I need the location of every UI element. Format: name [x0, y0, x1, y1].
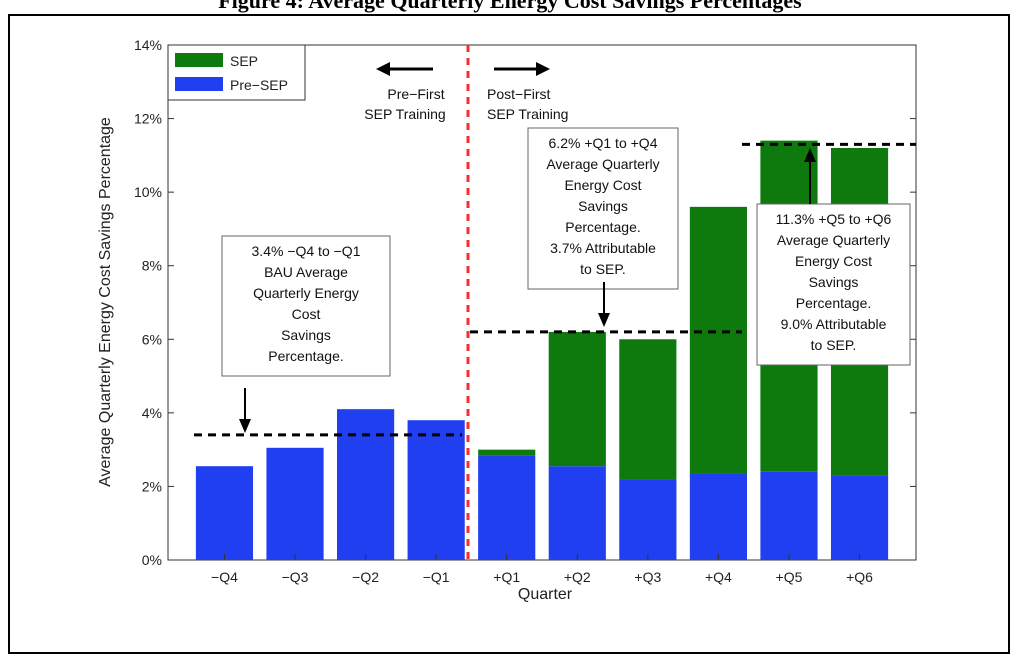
- post-q5-q6-annotation: 11.3% +Q5 to +Q6 Average Quarterly Energy …: [756, 148, 911, 366]
- annotation-text: Average Quarterly: [777, 232, 890, 248]
- bar-pre-sep: [337, 409, 395, 560]
- bar-pre-sep: [830, 475, 889, 560]
- annotation-text: 3.4% −Q4 to −Q1: [252, 243, 361, 259]
- bar-pre-sep: [407, 420, 465, 560]
- pre-training-arrow: [376, 62, 433, 76]
- annotation-text: 9.0% Attributable: [781, 316, 887, 332]
- x-tick-label: −Q4: [211, 569, 238, 585]
- y-tick-label: 0%: [142, 552, 162, 568]
- annotation-text: Savings: [578, 198, 628, 214]
- annotation-text: Energy Cost: [564, 177, 641, 193]
- bar-pre-sep: [689, 473, 747, 560]
- annotation-text: Percentage.: [565, 219, 641, 235]
- y-tick-label: 14%: [134, 37, 162, 53]
- y-tick-label: 6%: [142, 331, 162, 347]
- annotation-box: [221, 235, 391, 377]
- y-axis-label: Average Quarterly Energy Cost Savings Pe…: [97, 117, 114, 487]
- x-tick-label: −Q1: [423, 569, 450, 585]
- annotation-box: [756, 203, 911, 366]
- annotation-text: to SEP.: [580, 261, 626, 277]
- annotation-arrowhead: [598, 313, 610, 327]
- x-tick-label: −Q3: [282, 569, 309, 585]
- legend-swatch-sep: [175, 53, 223, 67]
- post-training-label-line-2: SEP Training: [487, 106, 568, 122]
- bar-pre-sep: [760, 471, 818, 560]
- x-tick-label: +Q2: [564, 569, 591, 585]
- bar-pre-sep: [478, 455, 536, 560]
- x-tick-label: +Q1: [493, 569, 520, 585]
- legend-label-sep: SEP: [230, 53, 258, 69]
- bau-average-annotation: 3.4% −Q4 to −Q1 BAU Average Quarterly Ener…: [221, 235, 391, 433]
- bar-sep: [689, 206, 747, 474]
- annotation-text: Percentage.: [268, 348, 344, 364]
- annotation-text: Average Quarterly: [546, 156, 659, 172]
- y-tick-label: 4%: [142, 405, 162, 421]
- post-q1-q4-annotation: 6.2% +Q1 to +Q4 Average Quarterly Energy C…: [527, 127, 679, 327]
- bar-pre-sep: [266, 447, 324, 560]
- annotation-text: Savings: [809, 274, 859, 290]
- y-tick-label: 12%: [134, 111, 162, 127]
- annotation-text: Energy Cost: [795, 253, 872, 269]
- x-tick-label: +Q5: [776, 569, 803, 585]
- x-tick-label: +Q6: [846, 569, 873, 585]
- bar-pre-sep: [195, 466, 254, 560]
- x-tick-label: +Q4: [705, 569, 732, 585]
- figure-title: Figure 4: Average Quarterly Energy Cost …: [218, 0, 802, 13]
- annotation-text: 3.7% Attributable: [550, 240, 656, 256]
- annotation-text: 6.2% +Q1 to +Q4: [549, 135, 658, 151]
- annotation-text: 11.3% +Q5 to +Q6: [776, 211, 892, 227]
- y-tick-label: 10%: [134, 184, 162, 200]
- bar-sep: [548, 331, 606, 467]
- y-tick-label: 8%: [142, 258, 162, 274]
- bar-pre-sep: [619, 479, 677, 560]
- legend-swatch-pre-sep: [175, 77, 223, 91]
- bar-sep: [478, 449, 536, 456]
- x-tick-label: +Q3: [634, 569, 661, 585]
- legend-label-pre-sep: Pre−SEP: [230, 77, 288, 93]
- annotation-text: Quarterly Energy: [253, 285, 359, 301]
- annotation-text: BAU Average: [264, 264, 348, 280]
- stacked-bar-chart: 0% 2% 4% 6% 8% 10% 12% 14% −Q4 −Q3 −Q2 −Q1 +Q1 +Q2 +Q…: [97, 37, 917, 603]
- pre-training-label-line-1: Pre−First: [387, 86, 444, 102]
- annotation-arrowhead: [239, 419, 251, 433]
- annotation-arrowhead: [804, 148, 816, 162]
- legend: SEP Pre−SEP: [167, 44, 306, 101]
- annotation-text: to SEP.: [811, 337, 857, 353]
- post-training-label-line-1: Post−First: [487, 86, 551, 102]
- annotation-box: [527, 127, 679, 290]
- post-training-arrow: [494, 62, 550, 76]
- annotation-text: Cost: [292, 306, 321, 322]
- bar-sep: [619, 339, 677, 480]
- x-axis-label: Quarter: [518, 586, 573, 603]
- y-tick-label: 2%: [142, 478, 162, 494]
- annotation-text: Percentage.: [796, 295, 872, 311]
- x-tick-label: −Q2: [352, 569, 379, 585]
- annotation-text: Savings: [281, 327, 331, 343]
- bar-pre-sep: [548, 466, 606, 560]
- pre-training-label-line-2: SEP Training: [364, 106, 445, 122]
